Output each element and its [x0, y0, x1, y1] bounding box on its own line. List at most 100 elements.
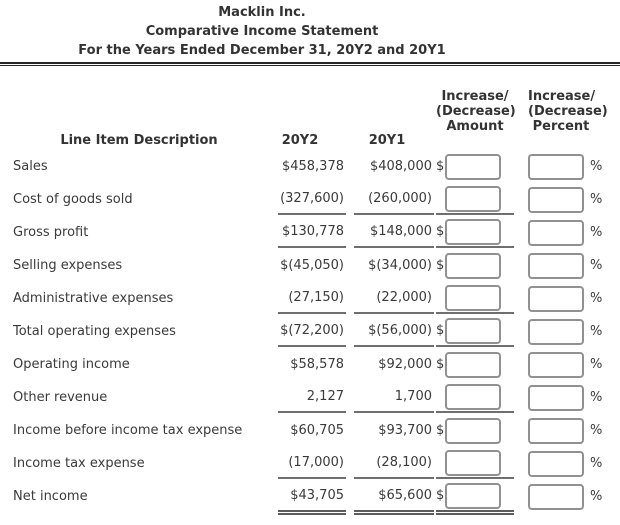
row-spacer — [346, 282, 354, 315]
y2-value: (327,600) — [278, 184, 346, 215]
row-spacer — [514, 249, 528, 282]
percent-input[interactable] — [528, 285, 584, 312]
percent-input[interactable] — [528, 417, 584, 444]
percent-input[interactable] — [528, 153, 584, 180]
percent-input[interactable] — [528, 384, 584, 411]
percent-input[interactable] — [528, 186, 584, 213]
amount-cell — [436, 448, 514, 479]
amount-cell — [436, 382, 514, 413]
dollar-sign: $ — [436, 423, 445, 438]
percent-input[interactable] — [528, 318, 584, 345]
percent-input[interactable] — [528, 219, 584, 246]
row-label: Cost of goods sold — [13, 192, 133, 207]
percent-header-line-3: Percent — [532, 119, 590, 134]
percent-input[interactable] — [528, 450, 584, 477]
row-label: Net income — [13, 489, 88, 504]
percent-cell: % — [528, 316, 618, 347]
row-label: Total operating expenses — [13, 324, 176, 339]
row-spacer — [346, 414, 354, 447]
y2-value: 2,127 — [278, 382, 346, 413]
y1-value: 1,700 — [354, 382, 434, 413]
row-spacer — [346, 480, 354, 513]
table-row: Administrative expenses (27,150) (22,000… — [0, 282, 620, 315]
y2-value: $43,705 — [278, 481, 346, 515]
amount-cell: $ — [436, 481, 514, 515]
amount-input[interactable] — [445, 417, 501, 444]
percent-input[interactable] — [528, 351, 584, 378]
y2-value: (27,150) — [278, 283, 346, 314]
statement-title: Comparative Income Statement — [145, 24, 379, 39]
row-spacer — [514, 348, 528, 381]
percent-cell: % — [528, 250, 618, 281]
y2-value: $(45,050) — [280, 258, 344, 273]
percent-cell: % — [528, 184, 618, 215]
table-row: Income tax expense (17,000) (28,100) % — [0, 447, 620, 480]
y1-value: $148,000 — [354, 217, 434, 248]
y2-value: $(72,200) — [278, 316, 346, 347]
amount-input[interactable] — [445, 284, 501, 311]
table-row: Total operating expenses $(72,200) $(56,… — [0, 315, 620, 348]
table-row: Gross profit $130,778 $148,000 $ % — [0, 216, 620, 249]
row-spacer — [514, 315, 528, 348]
row-label: Administrative expenses — [13, 291, 174, 306]
row-label: Operating income — [13, 357, 130, 372]
row-spacer — [514, 282, 528, 315]
amount-input[interactable] — [445, 218, 501, 245]
row-spacer — [514, 183, 528, 216]
row-spacer — [346, 150, 354, 183]
y2-value: $458,378 — [281, 159, 344, 174]
amount-header-line-3: Amount — [446, 119, 504, 134]
amount-input[interactable] — [445, 449, 501, 476]
amount-input[interactable] — [445, 383, 501, 410]
table-header: Line Item Description 20Y2 20Y1 Increase… — [0, 66, 620, 150]
table-body: Sales $458,378 $408,000 $ % Cost of good… — [0, 150, 620, 515]
header-rule-thin-line — [0, 65, 620, 66]
amount-cell: $ — [436, 415, 514, 446]
column-header-20y2: 20Y2 — [281, 133, 319, 148]
percent-cell: % — [528, 349, 618, 380]
company-name: Macklin Inc. — [218, 5, 306, 20]
column-header-description: Line Item Description — [60, 133, 218, 148]
y2-value: $130,778 — [278, 217, 346, 248]
row-spacer — [346, 348, 354, 381]
row-label: Gross profit — [13, 225, 89, 240]
table-row: Operating income $58,578 $92,000 $ % — [0, 348, 620, 381]
percent-input[interactable] — [528, 252, 584, 279]
y1-value: $93,700 — [378, 423, 432, 438]
amount-input[interactable] — [445, 153, 501, 180]
dollar-sign: $ — [436, 323, 445, 338]
y2-value: $58,578 — [290, 357, 344, 372]
column-header-20y1: 20Y1 — [368, 133, 406, 148]
percent-sign: % — [590, 456, 603, 471]
y1-value: $408,000 — [369, 159, 432, 174]
amount-input[interactable] — [445, 185, 501, 212]
amount-input[interactable] — [445, 351, 501, 378]
percent-sign: % — [590, 258, 603, 273]
column-header-percent: Increase/ (Decrease) Percent — [528, 89, 618, 134]
row-spacer — [346, 216, 354, 249]
statement-period: For the Years Ended December 31, 20Y2 an… — [78, 43, 446, 58]
percent-sign: % — [590, 225, 603, 240]
dollar-sign: $ — [436, 258, 445, 273]
percent-sign: % — [590, 324, 603, 339]
y1-value: (260,000) — [354, 184, 434, 215]
y1-value: (22,000) — [354, 283, 434, 314]
percent-input[interactable] — [528, 483, 584, 510]
percent-cell: % — [528, 382, 618, 413]
table-row: Selling expenses $(45,050) $(34,000) $ % — [0, 249, 620, 282]
dollar-sign: $ — [436, 488, 445, 503]
amount-cell: $ — [436, 316, 514, 347]
dollar-sign: $ — [436, 224, 445, 239]
percent-sign: % — [590, 390, 603, 405]
amount-input[interactable] — [445, 317, 501, 344]
row-label: Other revenue — [13, 390, 108, 405]
y1-value: $(56,000) — [354, 316, 434, 347]
y2-value: $60,705 — [290, 423, 344, 438]
y1-value: (28,100) — [354, 448, 434, 479]
amount-input[interactable] — [445, 482, 501, 509]
percent-sign: % — [590, 489, 603, 504]
statement-title-block: Macklin Inc. Comparative Income Statemen… — [0, 0, 524, 60]
percent-header-line-1: Increase/ — [528, 89, 596, 104]
amount-input[interactable] — [445, 252, 501, 279]
